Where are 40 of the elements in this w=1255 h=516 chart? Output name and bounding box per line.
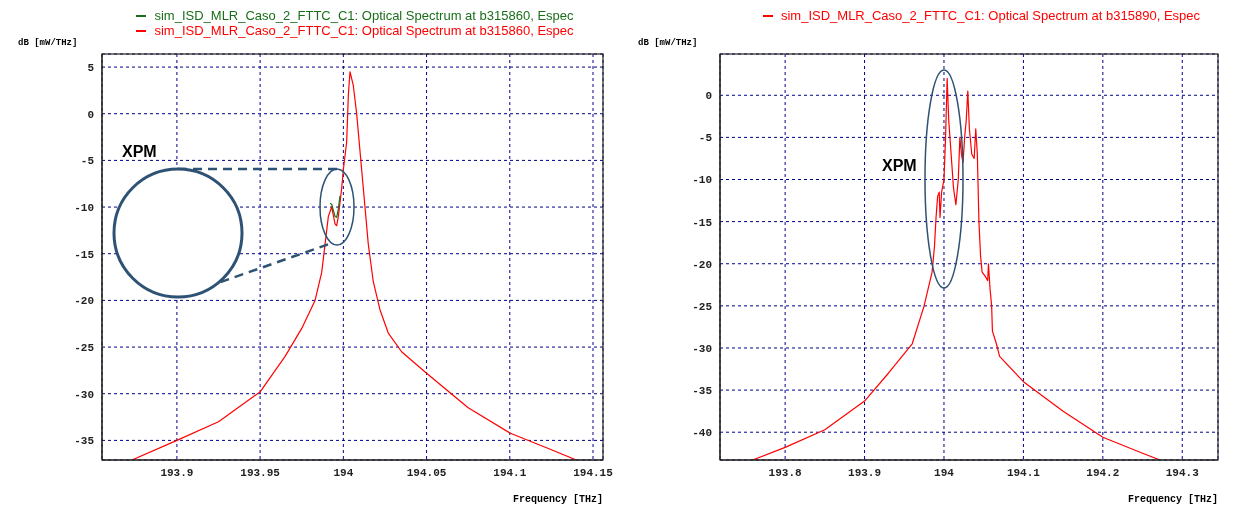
legend-label: sim_ISD_MLR_Caso_2_FTTC_C1: Optical Spectrum at b315860, Espec: [154, 8, 574, 23]
x-tick-label: 194.3: [1165, 466, 1200, 479]
x-tick-label: 193.9: [848, 466, 882, 479]
x-axis-title: Frequency [THz]: [512, 494, 603, 505]
x-tick-label: 194.1: [493, 466, 527, 479]
x-tick-label: 193.9: [160, 466, 194, 479]
y-tick-label: -30: [74, 388, 94, 401]
y-tick-label: -5: [80, 155, 95, 168]
annotation: XPM: [122, 143, 157, 160]
x-tick-label: 194.2: [1086, 466, 1120, 479]
y-tick-label: -25: [692, 300, 713, 313]
x-tick-label: 194.1: [1006, 466, 1041, 479]
y-tick-label: -35: [692, 384, 713, 397]
y-tick-label: -20: [74, 295, 94, 308]
x-tick-label: 193.8: [768, 466, 803, 479]
y-tick-label: -20: [692, 258, 712, 271]
x-tick-label: 194.05: [406, 466, 447, 479]
annotation: XPM: [882, 157, 917, 174]
y-tick-label: -15: [74, 248, 95, 261]
y-tick-label: 0: [87, 108, 94, 121]
x-tick-label: 193.95: [240, 466, 281, 479]
x-axis-title: Frequency [THz]: [1127, 494, 1218, 505]
y-tick-label: -30: [692, 342, 712, 355]
x-tick-label: 194.15: [573, 466, 614, 479]
y-axis-title: dB [mW/THz]: [18, 38, 78, 48]
y-axis-title: dB [mW/THz]: [638, 38, 698, 48]
y-tick-label: 0: [705, 90, 712, 103]
y-tick-label: -10: [74, 201, 94, 214]
y-tick-label: -15: [692, 216, 713, 229]
x-tick-label: 194: [934, 466, 955, 479]
legend-label: sim_ISD_MLR_Caso_2_FTTC_C1: Optical Spectrum at b315860, Espec: [154, 23, 574, 38]
y-tick-label: 5: [87, 61, 95, 74]
y-tick-label: -40: [692, 427, 712, 440]
y-tick-label: -5: [698, 132, 713, 145]
y-tick-label: -35: [74, 435, 95, 448]
line-series: [329, 195, 341, 218]
y-tick-label: -10: [692, 174, 712, 187]
legend-label: sim_ISD_MLR_Caso_2_FTTC_C1: Optical Spectrum at b315890, Espec: [780, 8, 1201, 23]
x-tick-label: 194: [333, 466, 354, 479]
y-tick-label: -25: [74, 341, 95, 354]
